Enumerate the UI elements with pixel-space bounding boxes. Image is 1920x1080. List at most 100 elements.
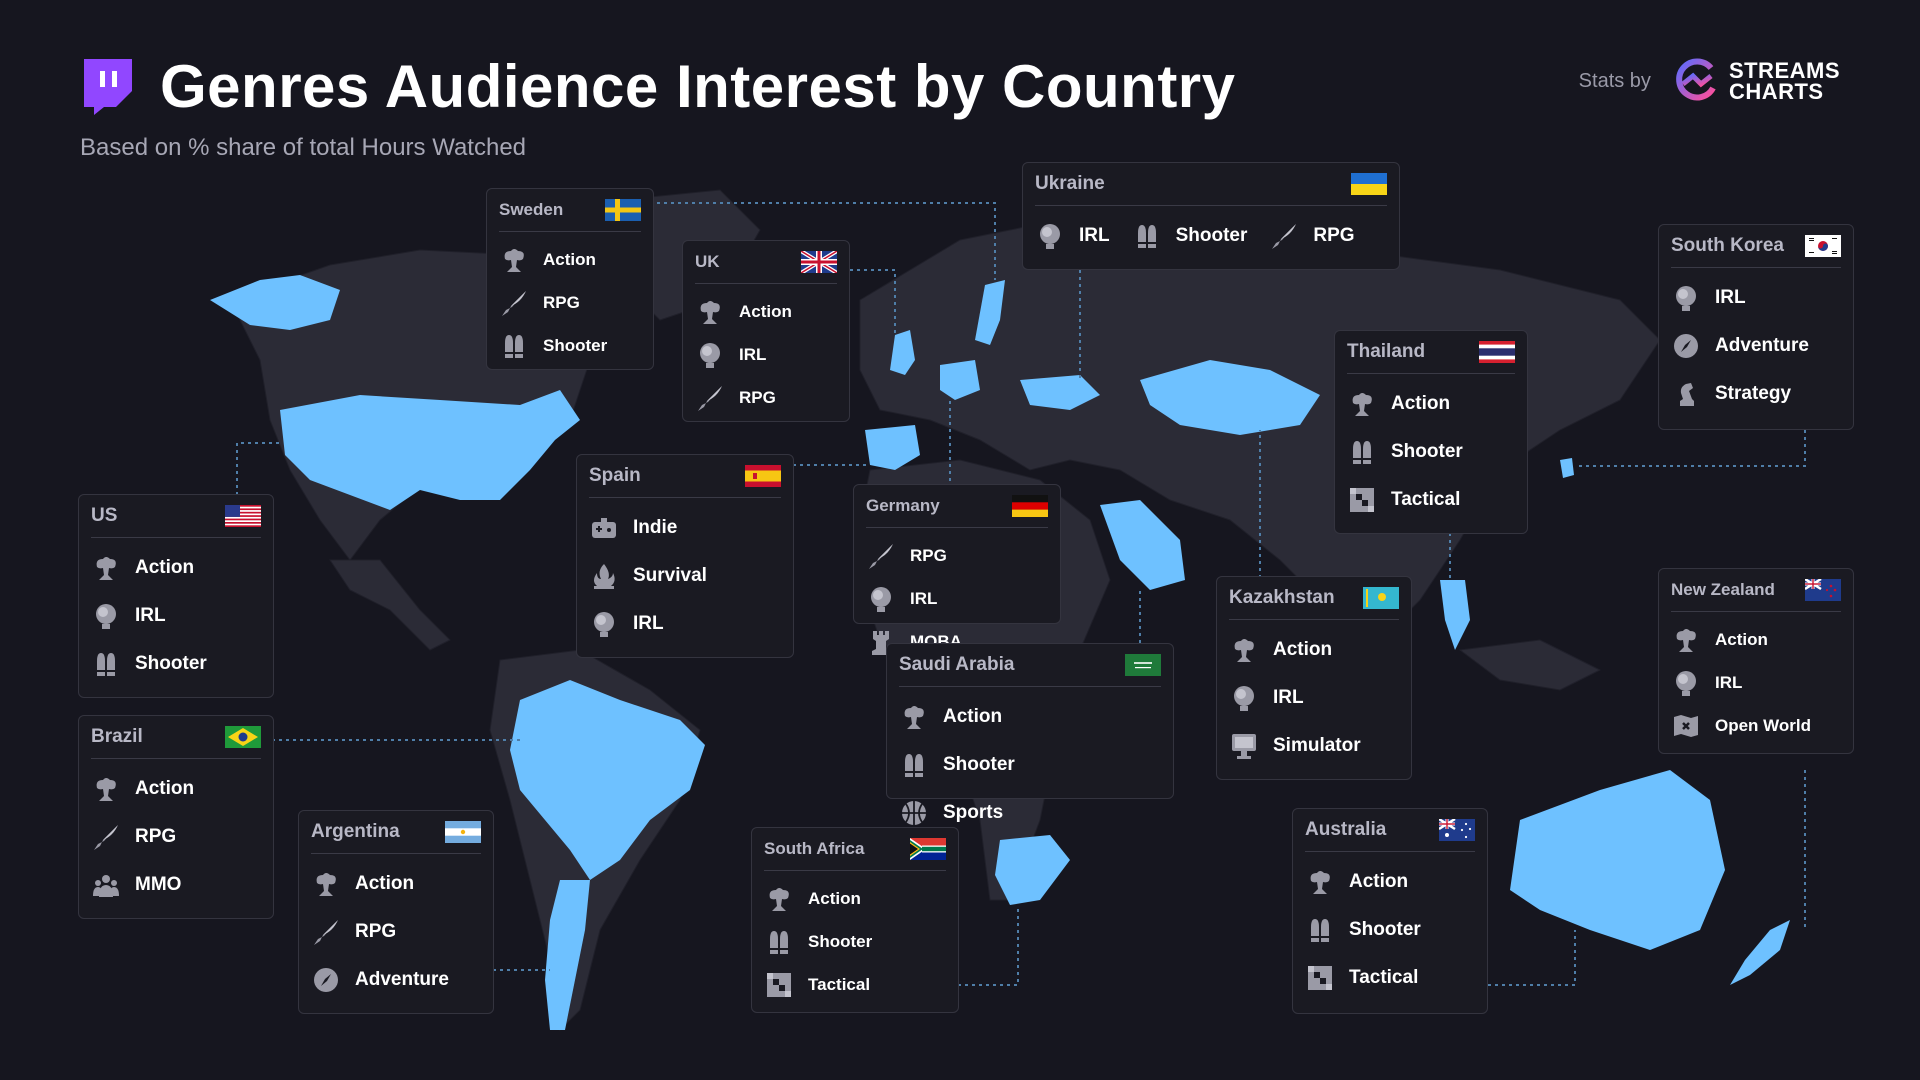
- genre-item: Action: [1305, 858, 1475, 906]
- genre-item: Simulator: [1229, 722, 1399, 770]
- highlight-south-africa: [995, 835, 1070, 905]
- mmo-icon: [91, 870, 121, 900]
- genre-item: RPG: [695, 376, 837, 419]
- genre-label: Survival: [633, 565, 707, 586]
- genre-label: RPG: [135, 826, 177, 847]
- genre-item: Shooter: [1347, 428, 1515, 476]
- irl-icon: [1671, 283, 1701, 313]
- genre-label: Sports: [943, 802, 1004, 823]
- shooter-icon: [499, 331, 529, 361]
- genre-label: Shooter: [1349, 919, 1421, 940]
- genre-label: Action: [1349, 871, 1409, 892]
- genre-list: IRL Adventure Strategy: [1671, 274, 1841, 418]
- genre-list: Action RPG Shooter: [499, 238, 641, 367]
- country-card-sweden: Sweden Action RPG Shooter: [486, 188, 654, 370]
- genre-item: Sports: [899, 789, 1003, 837]
- rpg-icon: [1269, 221, 1299, 251]
- genre-list: Action RPG MMO: [91, 765, 261, 909]
- genre-label: Adventure: [355, 969, 449, 990]
- highlight-kazakhstan: [1140, 360, 1320, 435]
- country-name: Ukraine: [1035, 173, 1105, 194]
- shooter-icon: [764, 927, 794, 957]
- adventure-icon: [311, 965, 341, 995]
- genre-label: RPG: [910, 545, 947, 565]
- card-header: Brazil: [91, 726, 261, 759]
- twitch-logo-icon: [84, 58, 132, 115]
- genre-label: IRL: [1273, 687, 1304, 708]
- card-header: South Africa: [764, 838, 946, 871]
- simulator-icon: [1229, 731, 1259, 761]
- country-card-south-africa: South Africa Action Shooter Tactical: [751, 827, 959, 1013]
- country-name: New Zealand: [1671, 580, 1775, 599]
- genre-item: Tactical: [1305, 954, 1475, 1002]
- country-name: Saudi Arabia: [899, 654, 1015, 675]
- genre-label: Tactical: [1349, 967, 1419, 988]
- genre-item: Strategy: [1671, 370, 1841, 418]
- genre-item: IRL: [589, 600, 781, 648]
- genre-item: RPG: [499, 281, 641, 324]
- flag-ukraine-icon: [1351, 173, 1387, 195]
- genre-item: Action: [695, 290, 837, 333]
- country-name: Argentina: [311, 821, 400, 842]
- card-header: Spain: [589, 465, 781, 498]
- genre-label: IRL: [1079, 225, 1110, 246]
- genre-item: Action: [1229, 626, 1399, 674]
- action-icon: [1671, 625, 1701, 655]
- genre-item: Tactical: [764, 963, 946, 1006]
- genre-list: Action IRL Open World: [1671, 618, 1841, 747]
- country-card-thailand: Thailand Action Shooter Tactical: [1334, 330, 1528, 534]
- genre-item: IRL: [1671, 274, 1841, 322]
- flag-south-korea-icon: [1805, 235, 1841, 257]
- card-header: Kazakhstan: [1229, 587, 1399, 620]
- genre-item: MMO: [91, 861, 261, 909]
- genre-label: Shooter: [808, 931, 873, 951]
- genre-label: Action: [543, 249, 596, 269]
- sports-icon: [899, 798, 929, 828]
- highlight-new-zealand: [1730, 920, 1790, 985]
- genre-list: Indie Survival IRL: [589, 504, 781, 648]
- flag-argentina-icon: [445, 821, 481, 843]
- card-header: Ukraine: [1035, 173, 1387, 206]
- action-icon: [899, 702, 929, 732]
- tactical-icon: [1347, 485, 1377, 515]
- action-icon: [91, 553, 121, 583]
- card-header: New Zealand: [1671, 579, 1841, 612]
- flag-south-africa-icon: [910, 838, 946, 860]
- country-card-australia: Australia Action Shooter Tactical: [1292, 808, 1488, 1014]
- country-card-brazil: Brazil Action RPG MMO: [78, 715, 274, 919]
- genre-item: Action: [311, 860, 481, 908]
- action-icon: [1347, 389, 1377, 419]
- card-header: Saudi Arabia: [899, 654, 1161, 687]
- shooter-icon: [899, 750, 929, 780]
- genre-item: Shooter: [91, 640, 261, 688]
- land-indonesia: [1458, 639, 1602, 691]
- country-card-kazakhstan: Kazakhstan Action IRL Simulator: [1216, 576, 1412, 780]
- country-name: Brazil: [91, 726, 143, 747]
- irl-icon: [1035, 221, 1065, 251]
- country-name: Kazakhstan: [1229, 587, 1335, 608]
- openworld-icon: [1671, 711, 1701, 741]
- genre-label: Shooter: [1175, 225, 1248, 246]
- page-subtitle: Based on % share of total Hours Watched: [80, 134, 527, 161]
- country-card-south-korea: South Korea IRL Adventure Strategy: [1658, 224, 1854, 430]
- genre-list: Action Shooter Tactical: [1305, 858, 1475, 1002]
- highlight-ukraine: [1020, 375, 1100, 410]
- genre-item: Action: [91, 765, 261, 813]
- country-name: Sweden: [499, 200, 564, 219]
- action-icon: [764, 884, 794, 914]
- country-card-saudi-arabia: Saudi Arabia Action Shooter Sports: [886, 643, 1174, 825]
- card-header: South Korea: [1671, 235, 1841, 268]
- card-header: Germany: [866, 495, 1048, 528]
- flag-saudi-arabia-icon: [1125, 654, 1161, 676]
- genre-item: IRL: [1229, 674, 1399, 722]
- country-card-argentina: Argentina Action RPG Adventure: [298, 810, 494, 1014]
- genre-item: IRL: [1671, 661, 1841, 704]
- card-header: Thailand: [1347, 341, 1515, 374]
- genre-item: RPG: [91, 813, 261, 861]
- shooter-icon: [1347, 437, 1377, 467]
- card-header: UK: [695, 251, 837, 284]
- genre-item: Shooter: [1305, 906, 1475, 954]
- genre-item: RPG: [311, 908, 481, 956]
- genre-list: IRL Shooter RPG: [1035, 212, 1387, 260]
- genre-item: RPG: [866, 534, 947, 577]
